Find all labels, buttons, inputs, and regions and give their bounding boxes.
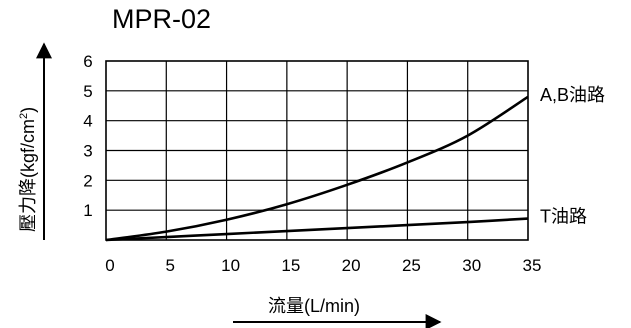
series-line-1 xyxy=(105,95,529,242)
series-lines xyxy=(105,95,529,242)
x-tick-label: 30 xyxy=(462,256,481,275)
y-axis-ticks: 1 2 3 4 5 6 xyxy=(83,52,92,220)
y-tick-label: 6 xyxy=(83,52,92,71)
x-tick-label: 15 xyxy=(281,256,300,275)
y-tick-label: 3 xyxy=(83,142,92,161)
x-tick-label: 10 xyxy=(221,256,240,275)
x-tick-label: 35 xyxy=(523,256,542,275)
y-axis-label-main: 壓力降(kgf/cm xyxy=(18,119,38,232)
x-tick-label: 5 xyxy=(166,256,175,275)
y-axis-label-close: ) xyxy=(18,107,38,113)
grid xyxy=(105,60,529,241)
series-line-2 xyxy=(105,217,529,242)
chart-title: MPR-02 xyxy=(112,4,211,34)
x-tick-label: 20 xyxy=(342,256,361,275)
y-tick-label: 5 xyxy=(83,82,92,101)
y-axis-label: 壓力降(kgf/cm2) xyxy=(18,107,38,232)
x-axis-ticks: 0 5 10 15 20 25 30 35 xyxy=(105,256,541,275)
x-tick-label: 0 xyxy=(105,256,114,275)
series-label-2: T油路 xyxy=(540,207,587,227)
y-tick-label: 1 xyxy=(83,201,92,220)
y-tick-label: 4 xyxy=(83,112,92,131)
series-labels: A,B油路 T油路 xyxy=(540,85,605,227)
x-axis-label: 流量(L/min) xyxy=(268,296,360,316)
series-label-1: A,B油路 xyxy=(540,85,605,105)
x-tick-label: 25 xyxy=(402,256,421,275)
y-axis-label-superscript: 2 xyxy=(18,113,30,119)
y-tick-label: 2 xyxy=(83,171,92,190)
